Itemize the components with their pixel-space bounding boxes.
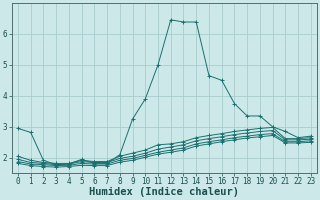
X-axis label: Humidex (Indice chaleur): Humidex (Indice chaleur) [89, 187, 239, 197]
